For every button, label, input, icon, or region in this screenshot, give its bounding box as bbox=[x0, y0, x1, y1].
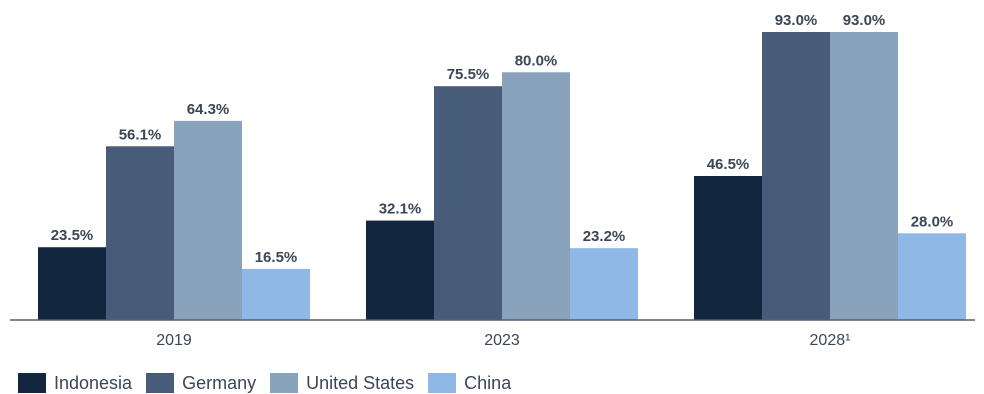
bar-germany-2028 bbox=[762, 32, 830, 320]
legend-label-china: China bbox=[464, 372, 512, 393]
legend-label-united-states: United States bbox=[306, 372, 415, 393]
legend-item-germany: Germany bbox=[146, 373, 256, 394]
value-label-germany-2028: 93.0% bbox=[775, 12, 818, 29]
bar-united-states-2028 bbox=[830, 32, 898, 320]
bars-group bbox=[38, 32, 966, 321]
bar-china-2028 bbox=[898, 233, 966, 320]
value-label-china-2019: 16.5% bbox=[255, 249, 298, 266]
bar-indonesia-2023 bbox=[366, 220, 434, 320]
legend-swatch-china bbox=[428, 373, 457, 393]
bar-chart: 23.5% 56.1% 64.3% 16.5% 32.1% 75.5% 80.0% 23.2%… bbox=[10, 12, 975, 349]
legend-item-united-states: United States bbox=[270, 373, 414, 394]
value-label-germany-2019: 56.1% bbox=[119, 126, 162, 143]
value-labels-group: 23.5% 56.1% 64.3% 16.5% 32.1% 75.5% 80.0% 23.2%… bbox=[51, 12, 954, 266]
legend-label-indonesia: Indonesia bbox=[54, 372, 133, 393]
value-label-united-states-2023: 80.0% bbox=[515, 52, 558, 69]
bar-china-2023 bbox=[570, 248, 638, 320]
legend: Indonesia Germany United States China bbox=[18, 372, 525, 394]
legend-item-indonesia: Indonesia bbox=[18, 373, 132, 394]
bar-united-states-2023 bbox=[502, 72, 570, 321]
bar-united-states-2019 bbox=[174, 120, 242, 321]
legend-swatch-indonesia bbox=[18, 373, 46, 393]
bar-indonesia-2019 bbox=[38, 247, 106, 320]
value-label-indonesia-2019: 23.5% bbox=[51, 227, 94, 244]
value-label-indonesia-2028: 46.5% bbox=[707, 156, 750, 173]
value-label-germany-2023: 75.5% bbox=[447, 66, 490, 83]
bar-indonesia-2028 bbox=[694, 176, 762, 320]
x-tick-label-2023: 2023 bbox=[484, 332, 520, 349]
x-tick-label-2019: 2019 bbox=[156, 332, 192, 349]
bar-china-2019 bbox=[242, 268, 310, 320]
legend-swatch-united-states bbox=[270, 373, 299, 393]
value-label-china-2028: 28.0% bbox=[911, 213, 954, 230]
value-label-united-states-2019: 64.3% bbox=[187, 101, 230, 118]
x-tick-labels-group: 2019 2023 2028¹ bbox=[156, 332, 850, 349]
value-label-china-2023: 23.2% bbox=[583, 228, 626, 245]
legend-swatch-germany bbox=[146, 373, 175, 393]
legend-item-china: China bbox=[428, 373, 511, 394]
bar-germany-2023 bbox=[434, 86, 502, 321]
x-tick-label-2028: 2028¹ bbox=[810, 332, 851, 349]
value-label-indonesia-2023: 32.1% bbox=[379, 201, 422, 218]
legend-label-germany: Germany bbox=[182, 372, 257, 393]
value-label-united-states-2028: 93.0% bbox=[843, 12, 886, 29]
bar-germany-2019 bbox=[106, 146, 174, 320]
